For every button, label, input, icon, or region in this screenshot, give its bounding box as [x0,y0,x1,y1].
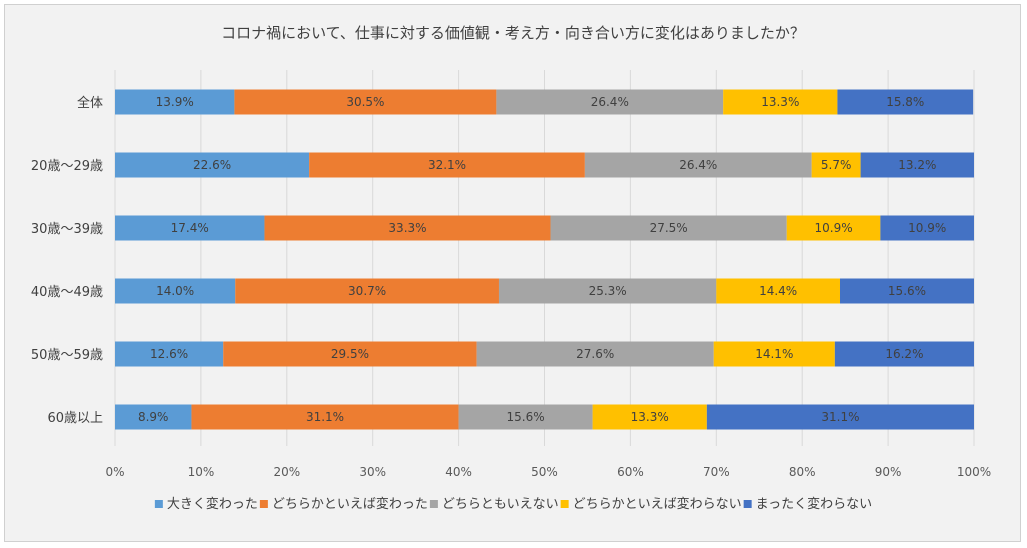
data-label: 13.9% [156,95,194,109]
x-tick-label: 20% [273,465,300,479]
bar-segment [723,89,838,115]
x-tick-label: 40% [445,465,472,479]
category-label: 40歳～49歳 [31,285,103,300]
data-label: 27.6% [576,347,614,361]
data-label: 29.5% [331,347,369,361]
data-label: 13.3% [761,95,799,109]
x-tick-label: 50% [531,465,558,479]
gridlines [114,70,975,446]
x-tick-label: 80% [789,465,816,479]
category-label: 30歳～39歳 [31,222,103,237]
data-label: 13.3% [631,410,669,424]
bar-segment [706,404,974,430]
legend-item: 大きく変わった [154,496,258,512]
data-label: 16.2% [885,347,923,361]
data-label: 15.8% [886,95,924,109]
data-label: 8.9% [138,410,169,424]
x-tick-label: 90% [875,465,902,479]
data-label: 22.6% [193,158,231,172]
legend-label: どちらかといえば変わらない [573,496,742,512]
x-tick-label: 100% [957,465,991,479]
bar-segment [476,341,714,367]
x-tick-label: 30% [359,465,386,479]
legend-swatch [560,500,569,508]
chart-title: コロナ禍において、仕事に対する価値観・考え方・向き合い方に変化はありましたか？ [221,24,805,42]
bar-segment [115,89,235,115]
x-tick-label: 60% [617,465,644,479]
data-label: 14.0% [156,284,194,298]
bar-segment [713,341,835,367]
data-label: 26.4% [591,95,629,109]
bar-segment [860,152,974,178]
x-tick-label: 0% [105,465,124,479]
category-label: 60歳以上 [47,411,103,426]
data-label: 17.4% [171,221,209,235]
data-label: 26.4% [679,158,717,172]
data-label: 5.7% [821,158,852,172]
bar-segment [115,152,310,178]
category-label: 50歳～59歳 [31,348,103,363]
data-label: 13.2% [898,158,936,172]
legend-item: まったく変わらない [743,496,872,512]
legend-item: どちらともいえない [429,497,559,512]
x-axis-ticks: 0% 10% 20% 30% 40% 50% 60% 70% 80% 90% 100% [105,465,991,479]
bar-segment [458,404,593,430]
bar-segment [592,404,707,430]
bar-segment [811,152,861,178]
bar-segment [309,152,585,178]
bar-segment [191,404,459,430]
bar-segment [115,341,224,367]
data-label: 10.9% [814,221,852,235]
data-label: 32.1% [428,158,466,172]
data-label: 25.3% [589,284,627,298]
bar-segment [496,89,724,115]
bar-segment [235,278,499,304]
bar-segment [839,278,974,304]
bar-segment [223,341,477,367]
bar-segment [880,215,974,241]
legend-swatch [743,500,752,508]
data-label: 15.6% [888,284,926,298]
data-label: 15.6% [507,410,545,424]
legend-item: どちらかといえば変わった [259,496,428,512]
data-label: 10.9% [908,221,946,235]
bar-segment [264,215,551,241]
bar-segment [834,341,974,367]
legend-label: どちらともいえない [442,497,559,512]
bar-segment [786,215,881,241]
legend-label: まったく変わらない [756,496,872,512]
bar-segment [837,89,974,115]
bar-segment [115,278,236,304]
legend-label: 大きく変わった [167,496,258,512]
bars: 13.9% 30.5% 26.4% 13.3% 15.8% 22.6% 32.1% 26.4%… [115,89,974,430]
legend-item: どちらかといえば変わらない [560,496,742,512]
data-label: 30.5% [346,95,384,109]
data-label: 14.1% [755,347,793,361]
x-tick-label: 70% [703,465,730,479]
bar-segment [115,404,192,430]
data-label: 30.7% [348,284,386,298]
category-label: 20歳～29歳 [31,159,103,174]
bar-segment [234,89,497,115]
x-tick-label: 10% [188,465,215,479]
category-label: 全体 [77,95,103,111]
data-label: 31.1% [821,410,859,424]
data-label: 31.1% [306,410,344,424]
category-labels: 全体 20歳～29歳 30歳～39歳 40歳～49歳 50歳～59歳 60歳以上 [31,95,103,426]
legend: 大きく変わった どちらかといえば変わった どちらともいえない どちらかといえば変わらな… [154,496,872,512]
data-label: 33.3% [388,221,426,235]
bar-segment [584,152,812,178]
bar-segment [550,215,787,241]
bar-segment [115,215,265,241]
legend-swatch [429,500,438,508]
data-label: 14.4% [759,284,797,298]
data-label: 12.6% [150,347,188,361]
legend-swatch [154,500,163,508]
legend-label: どちらかといえば変わった [272,496,428,512]
legend-swatch [259,500,268,508]
bar-segment [498,278,717,304]
bar-segment [716,278,840,304]
data-label: 27.5% [650,221,688,235]
